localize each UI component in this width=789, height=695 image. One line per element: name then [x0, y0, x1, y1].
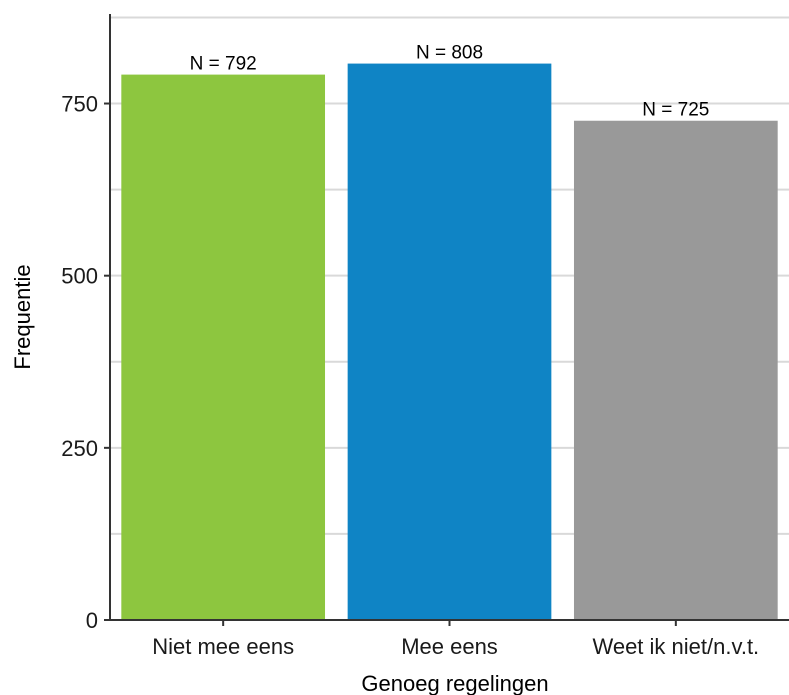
y-axis-title: Frequentie [10, 264, 35, 369]
bar [573, 120, 778, 620]
y-axis-ticks: 0 250 500 750 [61, 92, 110, 633]
y-tick-label: 250 [61, 436, 98, 461]
bars [121, 63, 778, 621]
x-axis-title: Genoeg regelingen [361, 671, 548, 695]
bar-value-label: N = 792 [190, 54, 257, 75]
y-tick-label: 0 [86, 608, 98, 633]
x-tick-label: Niet mee eens [152, 634, 294, 659]
x-tick-label: Weet ik niet/n.v.t. [592, 634, 759, 659]
bar-value-label: N = 808 [416, 43, 483, 64]
data-labels: N = 792 N = 808 N = 725 [190, 43, 710, 121]
x-axis-ticks: Niet mee eens Mee eens Weet ik niet/n.v.t. [152, 620, 759, 659]
bar-value-label: N = 725 [642, 100, 709, 121]
bar [347, 63, 552, 621]
bar [121, 74, 326, 621]
y-tick-label: 500 [61, 264, 98, 289]
y-tick-label: 750 [61, 92, 98, 117]
x-tick-label: Mee eens [401, 634, 498, 659]
